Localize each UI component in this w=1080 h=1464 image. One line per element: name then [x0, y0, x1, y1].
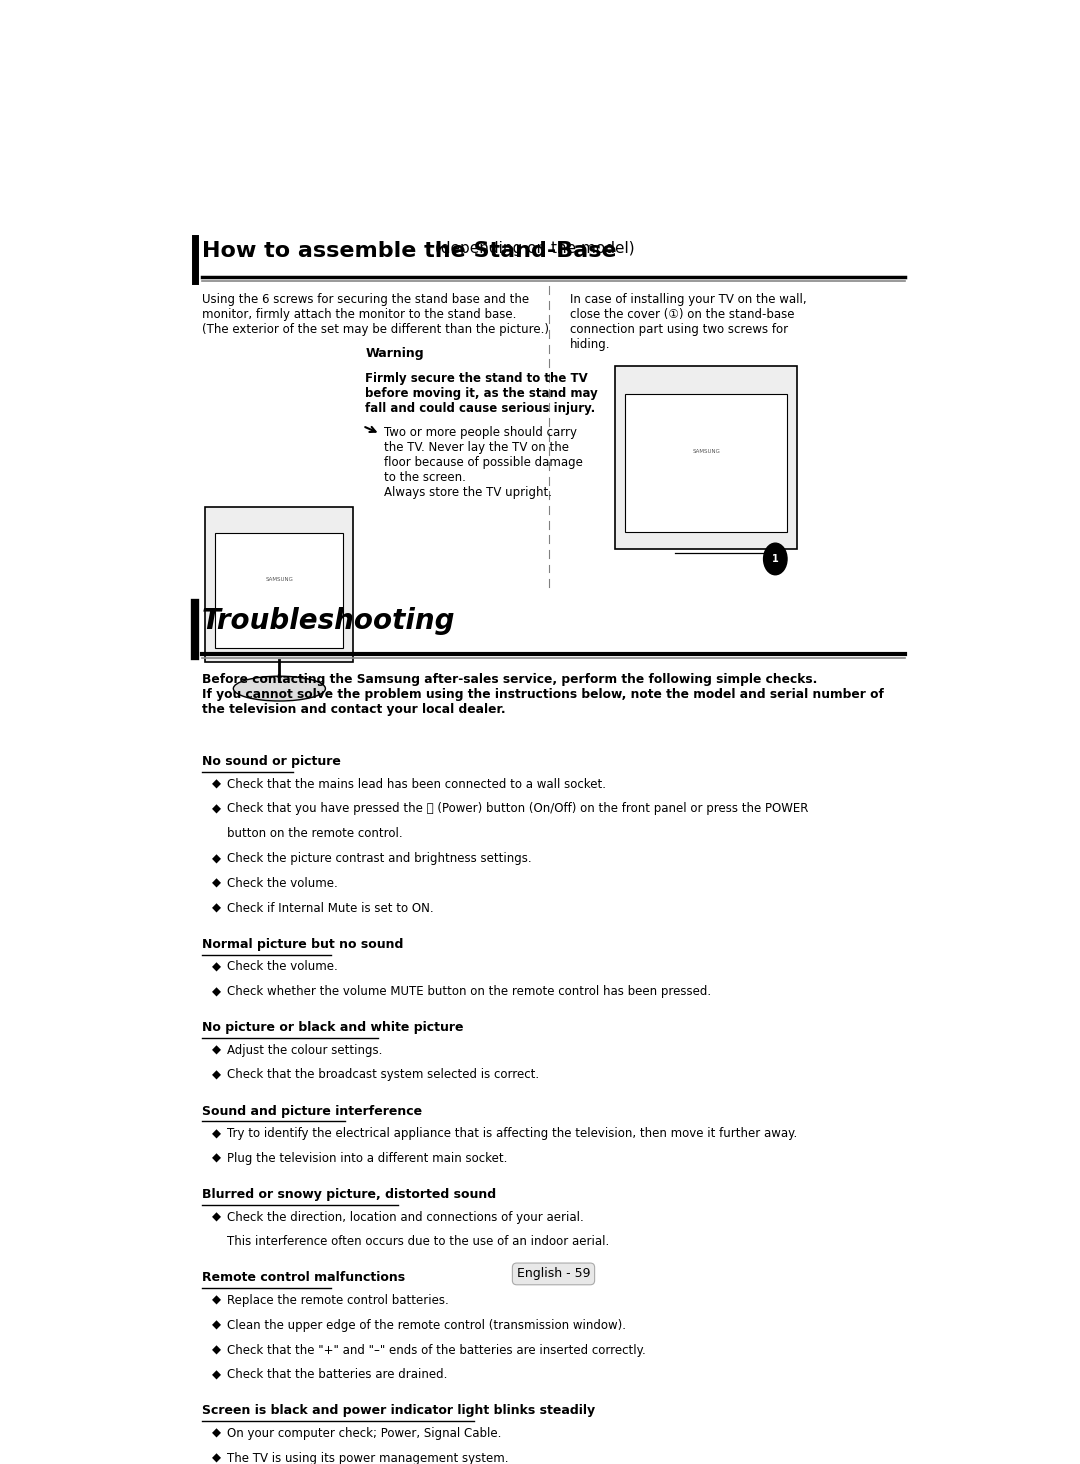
Text: This interference often occurs due to the use of an indoor aerial.: This interference often occurs due to th…	[227, 1236, 609, 1249]
FancyBboxPatch shape	[205, 507, 353, 662]
Text: How to assemble the Stand-Base: How to assemble the Stand-Base	[202, 242, 617, 261]
Text: button on the remote control.: button on the remote control.	[227, 827, 403, 840]
Text: Plug the television into a different main socket.: Plug the television into a different mai…	[227, 1152, 508, 1165]
Text: ◆: ◆	[212, 802, 221, 815]
Text: Check that the broadcast system selected is correct.: Check that the broadcast system selected…	[227, 1069, 539, 1082]
Text: No picture or black and white picture: No picture or black and white picture	[202, 1022, 463, 1034]
Text: ◆: ◆	[212, 1369, 221, 1382]
FancyBboxPatch shape	[616, 366, 797, 549]
FancyBboxPatch shape	[215, 533, 343, 649]
Text: ◆: ◆	[212, 902, 221, 915]
Text: Check that the batteries are drained.: Check that the batteries are drained.	[227, 1369, 447, 1382]
Text: Two or more people should carry
the TV. Never lay the TV on the
floor because of: Two or more people should carry the TV. …	[383, 426, 582, 499]
Text: ◆: ◆	[212, 1294, 221, 1307]
Text: Sound and picture interference: Sound and picture interference	[202, 1104, 422, 1117]
Text: Check if Internal Mute is set to ON.: Check if Internal Mute is set to ON.	[227, 902, 434, 915]
Text: ◆: ◆	[212, 1069, 221, 1082]
Text: On your computer check; Power, Signal Cable.: On your computer check; Power, Signal Ca…	[227, 1427, 501, 1441]
Text: ◆: ◆	[212, 1044, 221, 1057]
Text: Check the direction, location and connections of your aerial.: Check the direction, location and connec…	[227, 1211, 584, 1224]
Text: Warning: Warning	[365, 347, 423, 360]
Text: Check that you have pressed the ⏻ (Power) button (On/Off) on the front panel or : Check that you have pressed the ⏻ (Power…	[227, 802, 809, 815]
Text: ◆: ◆	[212, 985, 221, 998]
Text: ◆: ◆	[212, 852, 221, 865]
Text: Blurred or snowy picture, distorted sound: Blurred or snowy picture, distorted soun…	[202, 1187, 496, 1200]
Ellipse shape	[233, 676, 325, 701]
Text: ◆: ◆	[212, 1427, 221, 1441]
Text: Check that the "+" and "–" ends of the batteries are inserted correctly.: Check that the "+" and "–" ends of the b…	[227, 1344, 646, 1357]
Circle shape	[764, 543, 787, 575]
Text: English - 59: English - 59	[516, 1268, 591, 1281]
Text: ◆: ◆	[212, 1152, 221, 1165]
Text: ◆: ◆	[212, 1344, 221, 1357]
Text: In case of installing your TV on the wall,
close the cover (①) on the stand-base: In case of installing your TV on the wal…	[570, 293, 807, 351]
Text: Troubleshooting: Troubleshooting	[202, 608, 456, 635]
Text: The TV is using its power management system.: The TV is using its power management sys…	[227, 1452, 509, 1464]
Text: Check the picture contrast and brightness settings.: Check the picture contrast and brightnes…	[227, 852, 531, 865]
Text: ◆: ◆	[212, 960, 221, 974]
Text: Check the volume.: Check the volume.	[227, 960, 338, 974]
Text: ◆: ◆	[212, 777, 221, 791]
Text: ◆: ◆	[212, 1319, 221, 1332]
Text: Remote control malfunctions: Remote control malfunctions	[202, 1271, 405, 1284]
Text: Clean the upper edge of the remote control (transmission window).: Clean the upper edge of the remote contr…	[227, 1319, 626, 1332]
Text: Try to identify the electrical appliance that is affecting the television, then : Try to identify the electrical appliance…	[227, 1127, 797, 1140]
Text: No sound or picture: No sound or picture	[202, 755, 341, 769]
Text: 1: 1	[772, 553, 779, 564]
Text: Check the volume.: Check the volume.	[227, 877, 338, 890]
Text: (depending on the model): (depending on the model)	[431, 242, 635, 256]
Text: Normal picture but no sound: Normal picture but no sound	[202, 938, 403, 950]
Text: Adjust the colour settings.: Adjust the colour settings.	[227, 1044, 382, 1057]
Text: Screen is black and power indicator light blinks steadily: Screen is black and power indicator ligh…	[202, 1404, 595, 1417]
Text: ◆: ◆	[212, 877, 221, 890]
Text: ◆: ◆	[212, 1452, 221, 1464]
Text: SAMSUNG: SAMSUNG	[266, 577, 294, 581]
Text: ◆: ◆	[212, 1211, 221, 1224]
Text: Check whether the volume MUTE button on the remote control has been pressed.: Check whether the volume MUTE button on …	[227, 985, 712, 998]
FancyBboxPatch shape	[625, 394, 787, 531]
Text: Replace the remote control batteries.: Replace the remote control batteries.	[227, 1294, 449, 1307]
Text: Firmly secure the stand to the TV
before moving it, as the stand may
fall and co: Firmly secure the stand to the TV before…	[365, 372, 598, 414]
Text: SAMSUNG: SAMSUNG	[692, 449, 720, 454]
Text: Before contacting the Samsung after-sales service, perform the following simple : Before contacting the Samsung after-sale…	[202, 673, 883, 716]
Text: ◆: ◆	[212, 1127, 221, 1140]
Text: Check that the mains lead has been connected to a wall socket.: Check that the mains lead has been conne…	[227, 777, 606, 791]
Text: Using the 6 screws for securing the stand base and the
monitor, firmly attach th: Using the 6 screws for securing the stan…	[202, 293, 549, 335]
